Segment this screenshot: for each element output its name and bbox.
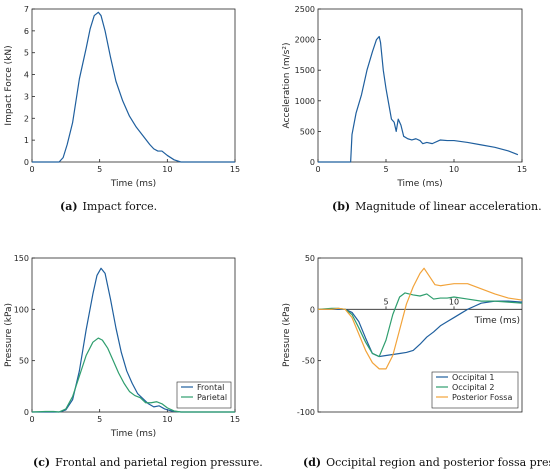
y-tick-label: 0	[310, 305, 315, 314]
caption-text: Occipital region and posterior fossa pre…	[326, 456, 550, 469]
x-axis-label: Time (ms)	[110, 429, 156, 439]
y-tick-label: 4	[24, 71, 29, 80]
y-tick-label: 5	[24, 49, 29, 58]
x-tick-label: 5	[97, 165, 102, 174]
y-tick-label: 3	[24, 92, 29, 101]
caption-letter: (d)	[303, 456, 321, 469]
chart-d: 5 10 -100 -50 0 50 Time (ms) Pressure (kPa) Occi…	[282, 254, 550, 469]
y-tick-label: 0	[24, 158, 29, 167]
caption-letter: (b)	[332, 200, 350, 213]
legend-label: Frontal	[197, 383, 224, 392]
legend-box	[176, 381, 232, 409]
x-tick-label: 10	[162, 415, 172, 424]
y-axis-label: Pressure (kPa)	[4, 303, 14, 367]
y-tick-label: 2000	[295, 36, 315, 45]
plot-frame	[317, 8, 523, 163]
chart-a: 0 5 10 15 0 1 2 3 4 5 6 7 Time (ms) Impact Force (kN)…	[4, 5, 240, 213]
y-tick-label: 150	[14, 254, 29, 263]
series-line-series-1	[318, 35, 519, 163]
caption-letter: (c)	[33, 456, 50, 469]
y-axis-label: Impact Force (kN)	[4, 45, 14, 125]
y-tick-label: -100	[297, 408, 315, 417]
y-tick-label: 2	[24, 114, 29, 123]
figure-caption: (d) Occipital region and posterior fossa …	[303, 456, 550, 469]
x-tick-label: 5	[383, 165, 388, 174]
y-tick-label: 1	[24, 136, 29, 145]
x-tick-label: 10	[449, 165, 459, 174]
series-line-occipital-1	[318, 300, 523, 358]
series-line-posterior-fossa	[318, 267, 523, 370]
y-tick-label: 50	[19, 357, 29, 366]
y-tick-label: 2500	[295, 5, 315, 14]
y-axis-label: Acceleration (m/s²)	[282, 43, 292, 129]
x-tick-label: 5	[97, 415, 102, 424]
y-tick-label: -50	[302, 357, 315, 366]
legend-label: Posterior Fossa	[452, 393, 512, 402]
x-axis-label: Time (ms)	[396, 179, 442, 189]
x-tick-label: 5	[383, 297, 388, 306]
series-line-parietal	[31, 337, 235, 413]
plot-frame	[31, 257, 236, 413]
caption-letter: (a)	[60, 200, 78, 213]
x-tick-label: 15	[517, 165, 527, 174]
plot-frame	[31, 8, 236, 163]
caption-text: Frontal and parietal region pressure.	[55, 456, 263, 469]
x-tick-label: 0	[29, 165, 34, 174]
y-tick-label: 1000	[295, 97, 315, 106]
caption-text: Magnitude of linear acceleration.	[355, 200, 542, 213]
x-axis-label: Time (ms)	[474, 316, 520, 326]
caption-text: Impact force.	[83, 200, 158, 213]
legend-box	[431, 371, 519, 409]
x-tick-label: 15	[230, 165, 240, 174]
x-tick-label: 10	[449, 297, 459, 306]
y-tick-label: 0	[24, 408, 29, 417]
x-tick-label: 10	[162, 165, 172, 174]
x-axis-label: Time (ms)	[110, 179, 156, 189]
y-tick-label: 7	[24, 5, 29, 14]
series-line-occipital-2	[317, 292, 523, 358]
chart-b: 0 5 10 15 0 500 1000 1500 2000 2500 Time (ms) Accel…	[282, 5, 542, 213]
x-tick-label: 15	[230, 415, 240, 424]
figure-caption: (c) Frontal and parietal region pressure.	[33, 456, 263, 469]
y-tick-label: 0	[310, 158, 315, 167]
x-tick-label: 0	[315, 165, 320, 174]
y-tick-label: 500	[300, 127, 315, 136]
legend-label: Parietal	[197, 393, 227, 402]
x-tick-label: 0	[29, 415, 34, 424]
figure-caption: (a) Impact force.	[60, 200, 157, 213]
y-tick-label: 6	[24, 27, 29, 36]
figure-caption: (b) Magnitude of linear acceleration.	[332, 200, 542, 213]
series-line-series-1	[32, 11, 235, 163]
y-axis-label: Pressure (kPa)	[282, 303, 292, 367]
legend-label: Occipital 2	[452, 383, 495, 392]
y-tick-label: 1500	[295, 66, 315, 75]
legend-label: Occipital 1	[452, 373, 495, 382]
y-tick-label: 50	[305, 254, 315, 263]
y-tick-label: 100	[14, 305, 29, 314]
plot-frame	[317, 257, 523, 413]
